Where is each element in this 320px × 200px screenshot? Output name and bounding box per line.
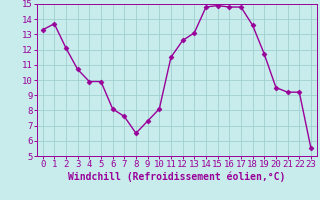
X-axis label: Windchill (Refroidissement éolien,°C): Windchill (Refroidissement éolien,°C) [68, 172, 285, 182]
